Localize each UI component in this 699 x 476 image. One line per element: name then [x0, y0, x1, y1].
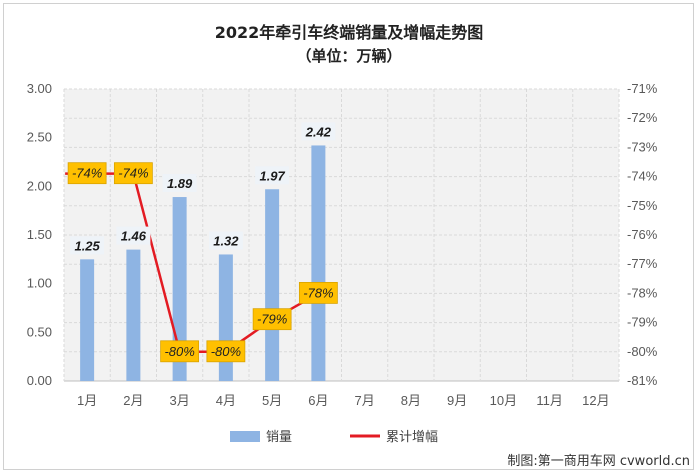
x-tick-label: 12月 — [582, 393, 609, 408]
credit-text: 制图:第一商用车网 cvworld.cn — [507, 453, 690, 469]
bar — [265, 189, 280, 381]
line-data-labels: -74% -74% -80% -80% -79% -78% — [67, 162, 338, 363]
x-tick-label: 1月 — [77, 393, 97, 408]
bar-label-bg — [162, 174, 197, 193]
line-label: -78% — [303, 285, 333, 300]
bar-label-bg — [301, 122, 336, 141]
bar-series — [80, 145, 326, 381]
bar-label: 1.32 — [213, 233, 239, 248]
chart: 2022年牵引车终端销量及增幅走势图 （单位：万辆） 1.251.461.891… — [27, 23, 690, 469]
line-label-box — [206, 340, 246, 363]
chart-subtitle: （单位：万辆） — [296, 47, 401, 65]
right-axis-ticks: -81% -80% -79% -78% -77% -76% -75% -74% -73% -72%… — [627, 81, 658, 388]
line-label: -80% — [211, 344, 241, 359]
line-label-box — [113, 162, 153, 185]
right-tick-label: -77% — [627, 256, 658, 271]
line-label-box — [160, 340, 200, 363]
legend-bar-label: 销量 — [266, 430, 292, 445]
left-tick-label: 3.00 — [27, 81, 52, 96]
x-tick-label: 9月 — [447, 393, 467, 408]
chart-title: 2022年牵引车终端销量及增幅走势图 — [215, 23, 484, 42]
right-tick-label: -74% — [627, 169, 658, 184]
right-tick-label: -71% — [627, 81, 658, 96]
right-tick-label: -78% — [627, 285, 658, 300]
x-tick-label: 4月 — [216, 393, 236, 408]
left-tick-label: 2.00 — [27, 178, 52, 193]
chart-frame: 2022年牵引车终端销量及增幅走势图 （单位：万辆） 1.25 1.46 1.89 1… — [3, 3, 694, 470]
left-tick-label: 2.50 — [27, 130, 52, 145]
left-tick-label: 1.00 — [27, 276, 52, 291]
x-tick-label: 11月 — [536, 393, 563, 408]
left-tick-label: 0.00 — [27, 373, 52, 388]
right-tick-label: -76% — [627, 227, 658, 242]
right-tick-label: -75% — [627, 198, 658, 213]
bar-label-bg — [208, 231, 243, 250]
bar-label: 1.46 — [121, 229, 147, 244]
bar-label-bg — [70, 236, 105, 255]
bar — [80, 259, 95, 381]
line-label: -74% — [118, 166, 148, 181]
bar-label-bg — [255, 166, 290, 185]
x-tick-label: 7月 — [355, 393, 375, 408]
bar — [126, 249, 141, 381]
legend: 销量 累计增幅 — [230, 430, 438, 445]
line-label-box — [67, 162, 107, 185]
x-axis-ticks: 1月 2月 3月 4月 5月 6月 7月 8月 9月 10月 11月 12月 — [77, 393, 610, 408]
line-label: -74% — [72, 166, 102, 181]
x-tick-label: 6月 — [308, 393, 328, 408]
right-tick-label: -72% — [627, 110, 658, 125]
right-tick-label: -73% — [627, 139, 658, 154]
bar-label: 1.25 — [74, 238, 100, 253]
line-label-box — [252, 308, 292, 331]
x-tick-label: 2月 — [123, 393, 143, 408]
bar-label: 2.42 — [305, 124, 332, 139]
bar — [311, 145, 326, 381]
bar-label: 1.89 — [167, 176, 193, 191]
x-tick-label: 3月 — [170, 393, 190, 408]
x-tick-label: 10月 — [490, 393, 517, 408]
left-axis-ticks: 0.00 0.50 1.00 1.50 2.00 2.50 3.00 — [27, 81, 52, 388]
line-label: -79% — [257, 312, 287, 327]
right-tick-label: -80% — [627, 344, 658, 359]
bar-label: 1.97 — [259, 168, 285, 183]
left-tick-label: 1.50 — [27, 227, 52, 242]
right-tick-label: -79% — [627, 315, 658, 330]
x-tick-label: 8月 — [401, 393, 421, 408]
left-tick-label: 0.50 — [27, 324, 52, 339]
legend-bar-swatch — [230, 431, 260, 442]
legend-line-label: 累计增幅 — [386, 430, 438, 445]
line-label-box — [298, 281, 338, 304]
line-label: -80% — [164, 344, 194, 359]
bar-data-labels: 1.25 1.46 1.89 1.32 1.97 2.42 — [70, 122, 336, 255]
vertical-gridlines — [63, 89, 620, 381]
x-tick-label: 5月 — [262, 393, 282, 408]
bar-label-bg — [116, 226, 151, 245]
right-tick-label: -81% — [627, 373, 658, 388]
